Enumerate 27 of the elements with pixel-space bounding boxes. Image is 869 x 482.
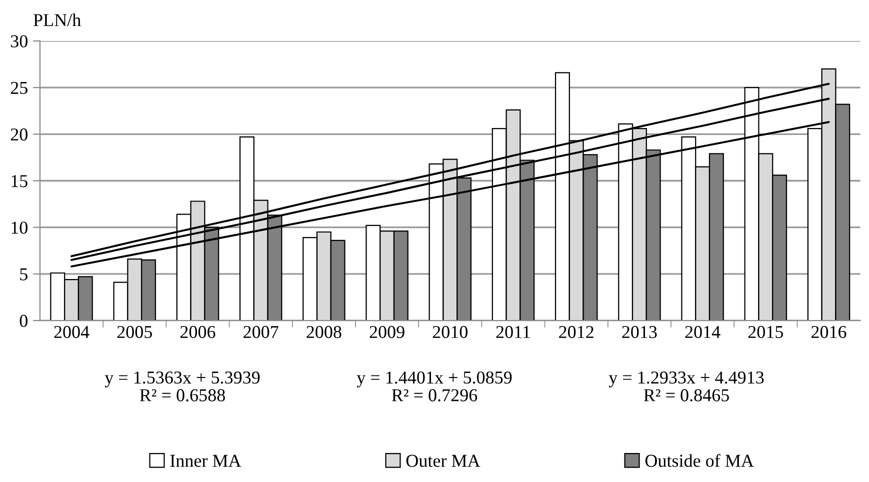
x-tick-label: 2013 <box>622 326 657 338</box>
x-tick-label: 2008 <box>306 326 342 338</box>
legend-label: Outer MA <box>406 454 480 467</box>
y-tick-label: 20 <box>10 128 28 141</box>
y-tick-label: 25 <box>10 82 28 94</box>
y-tick-label: 15 <box>12 175 28 188</box>
x-tick-label: 2011 <box>496 326 530 338</box>
y-axis-title: PLN/h <box>34 14 81 26</box>
text: y = 1.5363x + 5.3939 R² = 0.6588 <box>104 372 260 402</box>
y-tick-label: 5 <box>20 268 28 280</box>
text: y = 1.2933x + 4.4913 R² = 0.8465 <box>608 372 764 402</box>
y-tick-label: 30 <box>10 35 28 48</box>
x-tick-label: 2012 <box>559 326 594 338</box>
y-tick-label: 10 <box>12 222 28 234</box>
x-tick-label: 2010 <box>432 326 468 338</box>
y-tick-label: 0 <box>20 314 28 327</box>
x-tick-label: 2016 <box>811 326 846 338</box>
legend-label: Inner MA <box>170 454 242 467</box>
x-tick-label: 2006 <box>180 326 216 338</box>
x-tick-label: 2009 <box>370 326 404 338</box>
x-tick-label: 2014 <box>685 326 720 338</box>
x-tick-label: 2005 <box>117 326 152 338</box>
x-tick-label: 2007 <box>244 326 278 338</box>
x-tick-label: 2004 <box>54 326 90 338</box>
legend-label: Outside of MA <box>645 454 754 467</box>
text: y = 1.4401x + 5.0859 R² = 0.7296 <box>356 371 512 402</box>
x-tick-label: 2015 <box>748 326 784 338</box>
